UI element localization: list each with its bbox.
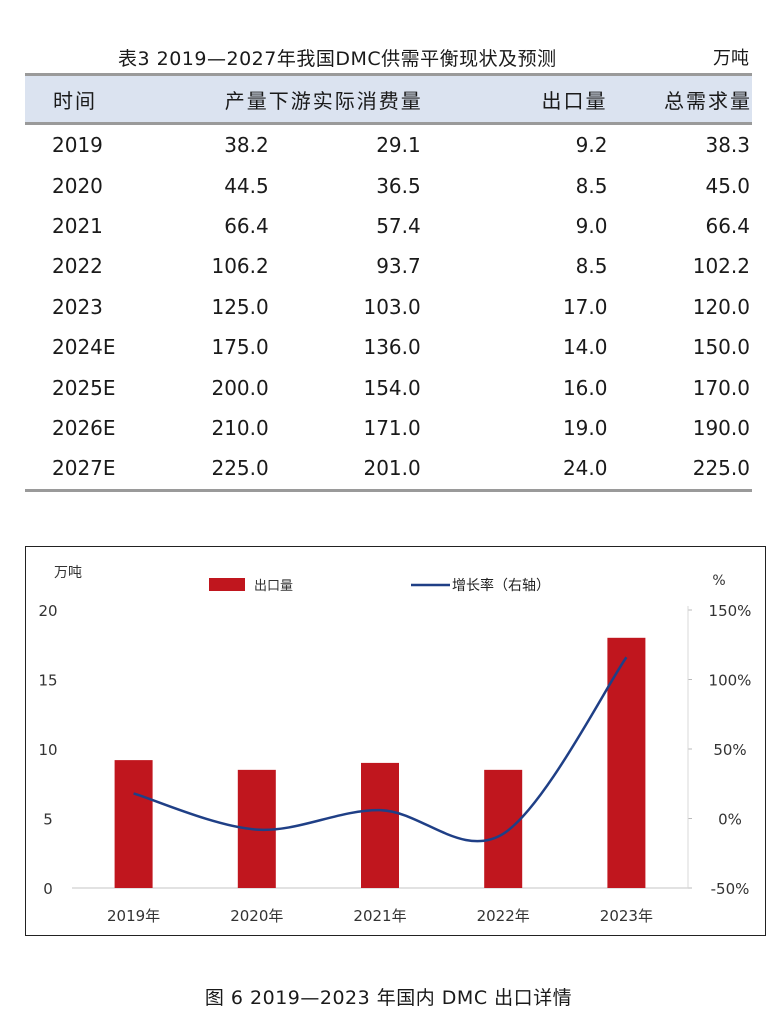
cell-consumption: 103.0 [363, 294, 421, 319]
cell-export: 16.0 [562, 375, 608, 400]
table-row: 2026E 210.0 171.0 19.0 190.0 [25, 408, 752, 448]
header-export: 出口量 [541, 88, 608, 113]
right-axis-tick-label: 50% [713, 741, 746, 759]
cell-output: 225.0 [211, 456, 269, 481]
table-row: 2027E 225.0 201.0 24.0 225.0 [25, 448, 752, 490]
cell-output: 125.0 [211, 294, 269, 319]
export-chart-svg: 万吨 % -50% 0% 50% 100% 150% 0 5 10 15 20 2019年 2020年 20… [38, 565, 752, 925]
table-title: 表3 2019—2027年我国DMC供需平衡现状及预测 [118, 48, 557, 70]
cell-year: 2027E [52, 456, 116, 481]
x-tick-label: 2019年 [107, 907, 160, 925]
figure-caption: 图 6 2019—2023 年国内 DMC 出口详情 [204, 987, 573, 1009]
cell-total-demand: 120.0 [692, 294, 750, 319]
cell-export: 17.0 [562, 294, 608, 319]
cell-consumption: 154.0 [363, 375, 421, 400]
x-tick-label: 2021年 [353, 907, 406, 925]
cell-export: 9.0 [575, 213, 608, 238]
cell-output: 210.0 [211, 415, 269, 440]
cell-total-demand: 170.0 [692, 375, 750, 400]
cell-export: 9.2 [575, 133, 608, 158]
supply-demand-table: 时间 产量 下游实际消费量 出口量 总需求量 2019 38.2 29.1 9.… [25, 73, 752, 492]
bar-export-2023年 [607, 637, 646, 888]
left-axis-tick-label: 5 [43, 811, 53, 829]
table-header-row: 时间 产量 下游实际消费量 出口量 总需求量 [25, 74, 752, 124]
header-consumption: 下游实际消费量 [268, 88, 423, 113]
left-axis-tick-label: 10 [38, 741, 57, 759]
bar-export-2021年 [361, 762, 399, 888]
table-row: 2022 106.2 93.7 8.5 102.2 [25, 246, 752, 286]
cell-output: 38.2 [224, 133, 269, 158]
cell-export: 8.5 [575, 254, 608, 279]
cell-consumption: 201.0 [363, 456, 421, 481]
cell-output: 66.4 [224, 213, 269, 238]
table-caption: 表3 2019—2027年我国DMC供需平衡现状及预测 万吨 [0, 44, 777, 72]
cell-total-demand: 38.3 [705, 133, 750, 158]
cell-total-demand: 102.2 [692, 254, 750, 279]
cell-year: 2023 [52, 294, 103, 319]
left-axis-tick-label: 20 [38, 602, 57, 620]
header-output: 产量 [224, 88, 269, 113]
cell-consumption: 57.4 [376, 213, 421, 238]
legend-label-export: 出口量 [254, 579, 293, 594]
cell-export: 19.0 [562, 415, 608, 440]
left-axis-tick-label: 0 [43, 880, 53, 898]
cell-total-demand: 45.0 [705, 173, 750, 198]
header-total-demand: 总需求量 [664, 88, 752, 113]
table-row: 2020 44.5 36.5 8.5 45.0 [25, 165, 752, 205]
cell-output: 200.0 [211, 375, 269, 400]
cell-year: 2026E [52, 415, 116, 440]
cell-total-demand: 150.0 [692, 335, 750, 360]
right-axis-tick-label: 150% [709, 602, 752, 620]
legend-label-growth-rate: 增长率（右轴） [452, 577, 550, 594]
cell-year: 2021 [52, 213, 103, 238]
cell-consumption: 171.0 [363, 415, 421, 440]
cell-total-demand: 225.0 [692, 456, 750, 481]
cell-export: 14.0 [562, 335, 608, 360]
bar-export-2022年 [484, 769, 523, 888]
cell-year: 2024E [52, 335, 116, 360]
export-chart: 万吨% -50% 0% 50% 100% 150% 0 5 10 15 20 2019年 2020年 20… [25, 546, 766, 936]
growth-rate-line [133, 656, 628, 843]
left-axis-unit: 万吨 [54, 565, 82, 581]
cell-consumption: 136.0 [363, 335, 421, 360]
cell-output: 175.0 [211, 335, 269, 360]
x-tick-label: 2022年 [477, 907, 530, 925]
table-row: 2021 66.4 57.4 9.0 66.4 [25, 206, 752, 246]
cell-export: 8.5 [575, 173, 608, 198]
cell-consumption: 29.1 [376, 133, 421, 158]
table-row: 2025E 200.0 154.0 16.0 170.0 [25, 367, 752, 407]
bar-export-2019年 [114, 760, 153, 888]
x-tick-label: 2023年 [600, 907, 653, 925]
cell-total-demand: 190.0 [692, 415, 750, 440]
x-tick-label: 2020年 [230, 907, 283, 925]
cell-year: 2025E [52, 375, 116, 400]
table-row: 2024E 175.0 136.0 14.0 150.0 [25, 327, 752, 367]
cell-year: 2019 [52, 133, 103, 158]
cell-year: 2022 [52, 254, 103, 279]
legend-swatch-export [209, 578, 245, 591]
cell-output: 44.5 [224, 173, 269, 198]
right-axis-tick-label: 100% [709, 672, 752, 690]
cell-year: 2020 [52, 173, 103, 198]
cell-consumption: 93.7 [376, 254, 421, 279]
cell-total-demand: 66.4 [705, 213, 750, 238]
left-axis-tick-label: 15 [38, 672, 57, 690]
right-axis-tick-label: 0% [718, 811, 742, 829]
cell-export: 24.0 [562, 456, 608, 481]
cell-output: 106.2 [211, 254, 269, 279]
right-axis-tick-label: -50% [711, 880, 750, 898]
header-time: 时间 [53, 88, 97, 113]
right-axis-unit: % [712, 573, 725, 589]
table-unit: 万吨 [713, 48, 749, 69]
cell-consumption: 36.5 [376, 173, 421, 198]
table-row: 2023 125.0 103.0 17.0 120.0 [25, 287, 752, 327]
table-row: 2019 38.2 29.1 9.2 38.3 [25, 124, 752, 166]
